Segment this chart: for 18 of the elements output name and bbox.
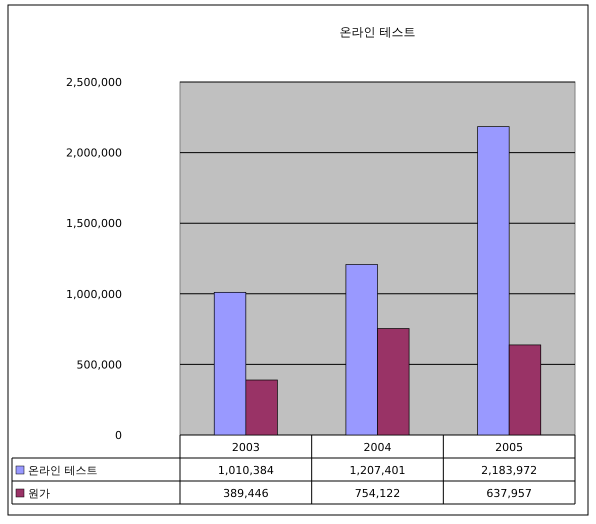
x-tick-label: 2004 bbox=[364, 441, 392, 454]
legend-label: 온라인 테스트 bbox=[28, 464, 98, 477]
y-tick-label: 500,000 bbox=[76, 358, 122, 372]
y-tick-label: 1,000,000 bbox=[66, 288, 122, 301]
x-tick-label: 2005 bbox=[495, 441, 524, 454]
data-label: 2,183,972 bbox=[481, 464, 538, 477]
y-tick-label: 0 bbox=[115, 429, 122, 442]
data-label: 754,122 bbox=[354, 487, 400, 500]
data-label: 1,010,384 bbox=[218, 464, 274, 477]
data-label: 1,207,401 bbox=[350, 464, 406, 477]
legend-label: 원가 bbox=[28, 487, 50, 500]
x-tick-label: 2003 bbox=[232, 441, 260, 454]
chart-title: 온라인 테스트 bbox=[340, 25, 416, 39]
data-label: 389,446 bbox=[223, 487, 269, 500]
y-tick-label: 2,500,000 bbox=[66, 76, 122, 89]
data-label: 637,957 bbox=[486, 487, 532, 500]
y-tick-label: 1,500,000 bbox=[66, 217, 122, 230]
y-tick-label: 2,000,000 bbox=[66, 146, 122, 160]
